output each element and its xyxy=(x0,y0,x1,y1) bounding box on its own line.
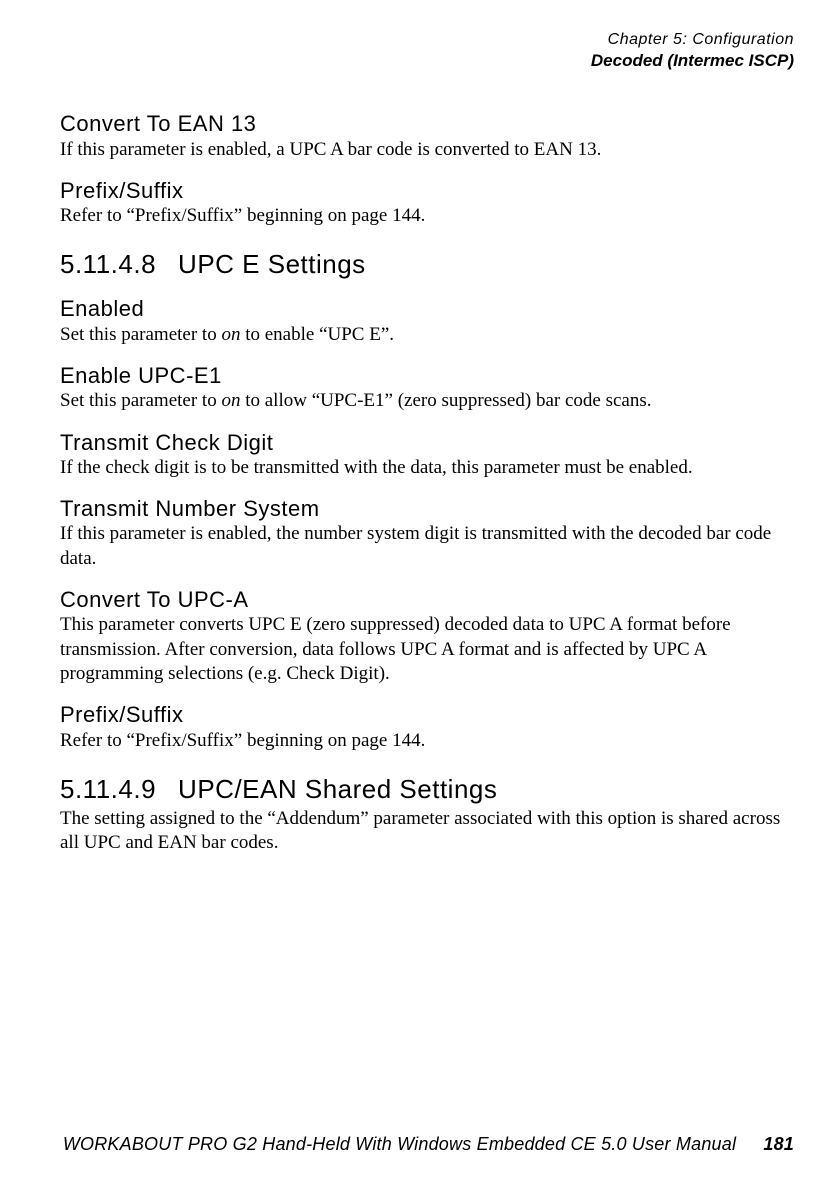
page-number: 181 xyxy=(763,1134,794,1154)
subsection-heading: Transmit Number System xyxy=(60,496,794,521)
subsection-heading: Transmit Check Digit xyxy=(60,430,794,455)
body-text: If this parameter is enabled, the number… xyxy=(60,522,794,571)
heading-number: 5.11.4.9 xyxy=(60,774,156,804)
numbered-heading: 5.11.4.8 UPC E Settings xyxy=(60,250,794,280)
subsection-heading: Convert To EAN 13 xyxy=(60,111,794,136)
body-text: The setting assigned to the “Addendum” p… xyxy=(60,807,794,856)
subsection-heading: Enable UPC-E1 xyxy=(60,363,794,388)
body-text: If the check digit is to be transmitted … xyxy=(60,456,794,480)
body-text: This parameter converts UPC E (zero supp… xyxy=(60,613,794,686)
body-text: Set this parameter to on to allow “UPC-E… xyxy=(60,389,794,413)
numbered-heading: 5.11.4.9 UPC/EAN Shared Settings xyxy=(60,775,794,805)
body-text: Refer to “Prefix/Suffix” beginning on pa… xyxy=(60,204,794,228)
section-line: Decoded (Intermec ISCP) xyxy=(60,50,794,71)
subsection-heading: Enabled xyxy=(60,296,794,321)
page-content: Convert To EAN 13If this parameter is en… xyxy=(60,111,794,855)
subsection-heading: Prefix/Suffix xyxy=(60,702,794,727)
page-header: Chapter 5: Configuration Decoded (Interm… xyxy=(60,30,794,71)
subsection-heading: Convert To UPC-A xyxy=(60,587,794,612)
body-text: If this parameter is enabled, a UPC A ba… xyxy=(60,138,794,162)
body-text: Refer to “Prefix/Suffix” beginning on pa… xyxy=(60,729,794,753)
heading-text: UPC/EAN Shared Settings xyxy=(178,774,497,804)
page-footer: WORKABOUT PRO G2 Hand-Held With Windows … xyxy=(60,1134,794,1155)
footer-title: WORKABOUT PRO G2 Hand-Held With Windows … xyxy=(63,1134,736,1154)
page: Chapter 5: Configuration Decoded (Interm… xyxy=(0,0,834,1193)
chapter-line: Chapter 5: Configuration xyxy=(60,30,794,50)
body-text: Set this parameter to on to enable “UPC … xyxy=(60,323,794,347)
subsection-heading: Prefix/Suffix xyxy=(60,178,794,203)
heading-text: UPC E Settings xyxy=(178,249,366,279)
heading-number: 5.11.4.8 xyxy=(60,249,156,279)
